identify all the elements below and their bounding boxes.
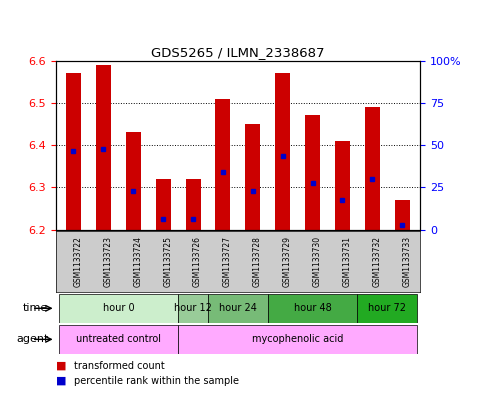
Text: GSM1133723: GSM1133723 <box>103 236 113 287</box>
Bar <box>215 99 230 230</box>
Text: GSM1133727: GSM1133727 <box>223 236 232 287</box>
Text: ■: ■ <box>56 361 66 371</box>
Text: GSM1133729: GSM1133729 <box>283 236 292 287</box>
Text: percentile rank within the sample: percentile rank within the sample <box>74 376 239 386</box>
Bar <box>96 65 111 230</box>
Bar <box>275 73 290 230</box>
Text: mycophenolic acid: mycophenolic acid <box>252 334 343 344</box>
Bar <box>58 294 178 323</box>
Text: time: time <box>23 303 48 313</box>
Bar <box>156 179 170 230</box>
Text: ■: ■ <box>56 376 66 386</box>
Text: GSM1133724: GSM1133724 <box>133 236 142 287</box>
Bar <box>66 73 81 230</box>
Text: GSM1133732: GSM1133732 <box>372 236 382 287</box>
Text: GSM1133733: GSM1133733 <box>402 236 412 287</box>
Text: hour 24: hour 24 <box>219 303 257 313</box>
Text: agent: agent <box>16 334 48 344</box>
Text: hour 12: hour 12 <box>174 303 212 313</box>
Text: hour 48: hour 48 <box>294 303 331 313</box>
Bar <box>305 116 320 230</box>
Text: GSM1133725: GSM1133725 <box>163 236 172 287</box>
Bar <box>126 132 141 230</box>
Bar <box>178 294 208 323</box>
Bar <box>58 325 178 354</box>
Bar <box>178 325 417 354</box>
Text: hour 0: hour 0 <box>102 303 134 313</box>
Text: GSM1133728: GSM1133728 <box>253 236 262 287</box>
Text: untreated control: untreated control <box>76 334 161 344</box>
Text: hour 72: hour 72 <box>369 303 406 313</box>
Bar <box>357 294 417 323</box>
Bar <box>395 200 410 230</box>
Text: GSM1133726: GSM1133726 <box>193 236 202 287</box>
Text: transformed count: transformed count <box>74 361 165 371</box>
Bar <box>208 294 268 323</box>
Title: GDS5265 / ILMN_2338687: GDS5265 / ILMN_2338687 <box>151 46 325 59</box>
Text: GSM1133731: GSM1133731 <box>342 236 352 287</box>
Bar <box>268 294 357 323</box>
Bar <box>245 124 260 230</box>
Text: GSM1133722: GSM1133722 <box>73 236 83 287</box>
Bar <box>185 179 200 230</box>
Bar <box>335 141 350 230</box>
Text: GSM1133730: GSM1133730 <box>313 236 322 287</box>
Bar <box>365 107 380 230</box>
